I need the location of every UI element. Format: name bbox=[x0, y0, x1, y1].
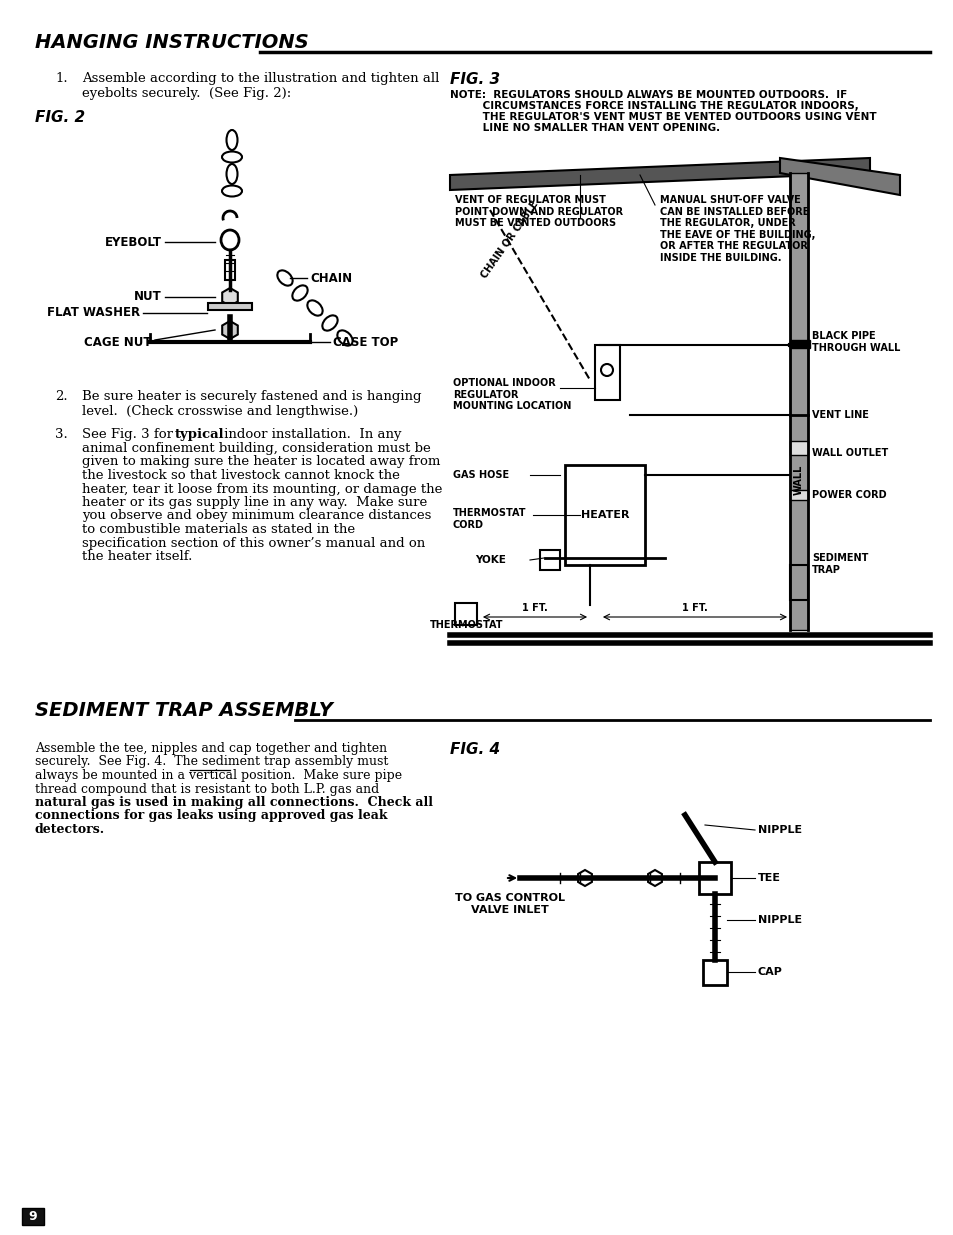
Polygon shape bbox=[450, 158, 869, 190]
Polygon shape bbox=[578, 869, 591, 885]
FancyBboxPatch shape bbox=[699, 862, 730, 894]
Text: THERMOSTAT
CORD: THERMOSTAT CORD bbox=[453, 508, 526, 530]
Text: CAGE NUT: CAGE NUT bbox=[85, 336, 152, 348]
FancyBboxPatch shape bbox=[22, 1208, 44, 1225]
Text: detectors.: detectors. bbox=[35, 823, 105, 836]
Text: NIPPLE: NIPPLE bbox=[758, 915, 801, 925]
Text: heater, tear it loose from its mounting, or damage the: heater, tear it loose from its mounting,… bbox=[82, 483, 442, 495]
FancyBboxPatch shape bbox=[208, 303, 252, 310]
FancyBboxPatch shape bbox=[789, 441, 807, 454]
Text: to combustible materials as stated in the: to combustible materials as stated in th… bbox=[82, 522, 355, 536]
Text: Be sure heater is securely fastened and is hanging
level.  (Check crosswise and : Be sure heater is securely fastened and … bbox=[82, 390, 421, 417]
Text: 1 FT.: 1 FT. bbox=[521, 603, 547, 613]
Text: THE REGULATOR'S VENT MUST BE VENTED OUTDOORS USING VENT: THE REGULATOR'S VENT MUST BE VENTED OUTD… bbox=[450, 112, 876, 122]
Text: SEDIMENT
TRAP: SEDIMENT TRAP bbox=[811, 553, 867, 574]
Text: the heater itself.: the heater itself. bbox=[82, 550, 193, 563]
Text: natural gas is used in making all connections.  Check all: natural gas is used in making all connec… bbox=[35, 797, 433, 809]
Polygon shape bbox=[222, 321, 237, 338]
Text: 9: 9 bbox=[29, 1210, 37, 1224]
Text: WALL: WALL bbox=[793, 464, 803, 495]
Text: VENT LINE: VENT LINE bbox=[811, 410, 868, 420]
Text: Assemble according to the illustration and tighten all
eyebolts securely.  (See : Assemble according to the illustration a… bbox=[82, 72, 439, 100]
Text: CASE TOP: CASE TOP bbox=[333, 336, 397, 348]
Text: HANGING INSTRUCTIONS: HANGING INSTRUCTIONS bbox=[35, 33, 309, 52]
Polygon shape bbox=[780, 158, 899, 195]
Text: POWER CORD: POWER CORD bbox=[811, 490, 885, 500]
Text: FIG. 2: FIG. 2 bbox=[35, 110, 85, 125]
Text: THERMOSTAT: THERMOSTAT bbox=[430, 620, 503, 630]
FancyBboxPatch shape bbox=[225, 261, 234, 280]
Text: 1 FT.: 1 FT. bbox=[681, 603, 707, 613]
Text: thread compound that is resistant to both L.P. gas and: thread compound that is resistant to bot… bbox=[35, 783, 379, 795]
Text: EYEBOLT: EYEBOLT bbox=[105, 236, 162, 248]
Text: connections for gas leaks using approved gas leak: connections for gas leaks using approved… bbox=[35, 809, 387, 823]
Text: TO GAS CONTROL
VALVE INLET: TO GAS CONTROL VALVE INLET bbox=[455, 893, 564, 915]
Polygon shape bbox=[647, 869, 661, 885]
Text: CAP: CAP bbox=[758, 967, 782, 977]
Text: WALL OUTLET: WALL OUTLET bbox=[811, 448, 887, 458]
Text: See Fig. 3 for: See Fig. 3 for bbox=[82, 429, 177, 441]
Text: FIG. 4: FIG. 4 bbox=[450, 742, 499, 757]
Text: the livestock so that livestock cannot knock the: the livestock so that livestock cannot k… bbox=[82, 469, 399, 482]
Text: always be mounted in a vertical position.  Make sure pipe: always be mounted in a vertical position… bbox=[35, 769, 402, 782]
Text: BLACK PIPE
THROUGH WALL: BLACK PIPE THROUGH WALL bbox=[811, 331, 900, 353]
Text: NUT: NUT bbox=[134, 290, 162, 304]
Text: MANUAL SHUT-OFF VALVE
CAN BE INSTALLED BEFORE
THE REGULATOR, UNDER
THE EAVE OF T: MANUAL SHUT-OFF VALVE CAN BE INSTALLED B… bbox=[659, 195, 815, 263]
Text: specification section of this owner’s manual and on: specification section of this owner’s ma… bbox=[82, 536, 425, 550]
Text: given to making sure the heater is located away from: given to making sure the heater is locat… bbox=[82, 456, 440, 468]
Text: you observe and obey minimum clearance distances: you observe and obey minimum clearance d… bbox=[82, 510, 431, 522]
Text: heater or its gas supply line in any way.  Make sure: heater or its gas supply line in any way… bbox=[82, 496, 427, 509]
Text: FIG. 3: FIG. 3 bbox=[450, 72, 499, 86]
Text: typical: typical bbox=[174, 429, 224, 441]
Text: 2.: 2. bbox=[55, 390, 68, 403]
FancyBboxPatch shape bbox=[539, 550, 559, 571]
Text: CIRCUMSTANCES FORCE INSTALLING THE REGULATOR INDOORS,: CIRCUMSTANCES FORCE INSTALLING THE REGUL… bbox=[450, 101, 858, 111]
Text: NIPPLE: NIPPLE bbox=[758, 825, 801, 835]
Text: VENT OF REGULATOR MUST
POINT DOWN AND REGULATOR
MUST BE VENTED OUTDOORS: VENT OF REGULATOR MUST POINT DOWN AND RE… bbox=[455, 195, 622, 228]
FancyBboxPatch shape bbox=[789, 340, 809, 348]
Text: Assemble the tee, nipples and cap together and tighten: Assemble the tee, nipples and cap togeth… bbox=[35, 742, 387, 755]
Text: securely.  See Fig. 4.  The sediment trap assembly must: securely. See Fig. 4. The sediment trap … bbox=[35, 756, 388, 768]
Text: TEE: TEE bbox=[758, 873, 781, 883]
Text: OPTIONAL INDOOR
REGULATOR
MOUNTING LOCATION: OPTIONAL INDOOR REGULATOR MOUNTING LOCAT… bbox=[453, 378, 571, 411]
Text: YOKE: YOKE bbox=[475, 555, 505, 564]
Text: LINE NO SMALLER THAN VENT OPENING.: LINE NO SMALLER THAN VENT OPENING. bbox=[450, 124, 720, 133]
FancyBboxPatch shape bbox=[564, 466, 644, 564]
Text: FLAT WASHER: FLAT WASHER bbox=[47, 306, 140, 320]
Text: CHAIN: CHAIN bbox=[310, 272, 352, 284]
Text: SEDIMENT TRAP ASSEMBLY: SEDIMENT TRAP ASSEMBLY bbox=[35, 701, 333, 720]
Text: 1.: 1. bbox=[55, 72, 68, 85]
FancyBboxPatch shape bbox=[789, 490, 807, 500]
Text: NOTE:  REGULATORS SHOULD ALWAYS BE MOUNTED OUTDOORS.  IF: NOTE: REGULATORS SHOULD ALWAYS BE MOUNTE… bbox=[450, 90, 846, 100]
Text: animal confinement building, consideration must be: animal confinement building, considerati… bbox=[82, 442, 431, 454]
Text: HEATER: HEATER bbox=[580, 510, 629, 520]
Polygon shape bbox=[222, 288, 237, 306]
Text: CHAIN OR CABLE: CHAIN OR CABLE bbox=[479, 199, 540, 280]
FancyBboxPatch shape bbox=[702, 960, 726, 986]
Text: GAS HOSE: GAS HOSE bbox=[453, 471, 509, 480]
Text: 3.: 3. bbox=[55, 429, 68, 441]
FancyBboxPatch shape bbox=[789, 173, 807, 630]
Text: indoor installation.  In any: indoor installation. In any bbox=[220, 429, 401, 441]
